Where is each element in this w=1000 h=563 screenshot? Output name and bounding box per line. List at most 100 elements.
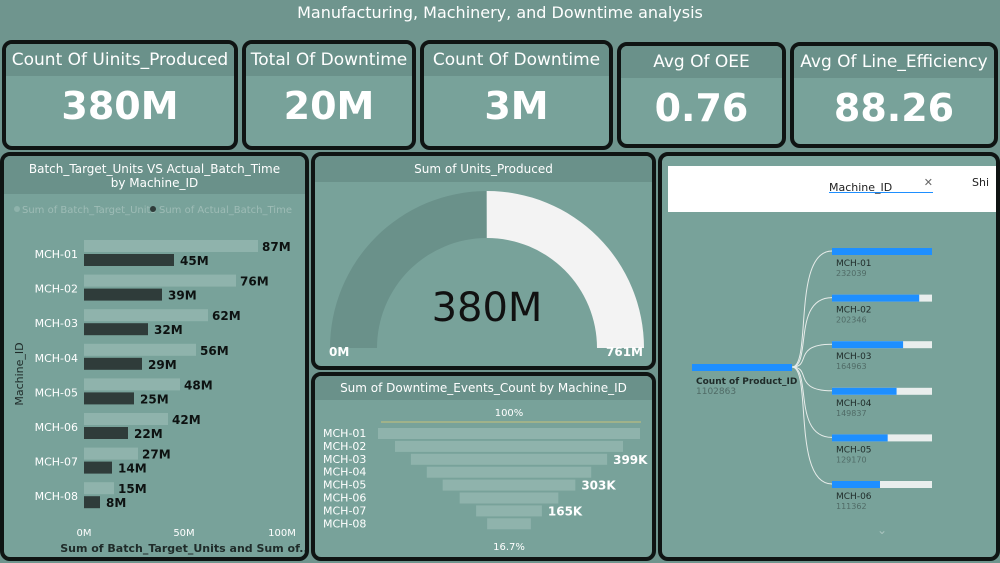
funnel-panel[interactable]: Sum of Downtime_Events_Count by Machine_… bbox=[311, 372, 656, 561]
decomposition-tree-panel[interactable]: Machine_ID ✕ Shi Count of Product_ID 1102… bbox=[658, 152, 1000, 561]
decomp-node-label: MCH-05 bbox=[836, 445, 872, 455]
funnel-data-label: 303K bbox=[581, 479, 616, 493]
bar-target[interactable] bbox=[84, 240, 258, 252]
bar-target-label: 87M bbox=[262, 240, 291, 254]
bar-chart-title: Batch_Target_Units VS Actual_Batch_Time … bbox=[4, 156, 305, 194]
kpi-value: 20M bbox=[283, 84, 375, 128]
funnel-bar[interactable] bbox=[476, 505, 542, 517]
page-title: Manufacturing, Machinery, and Downtime a… bbox=[297, 3, 703, 22]
kpi-card-units-produced[interactable]: Count Of Uinits_Produced 380M bbox=[2, 40, 238, 150]
funnel-category-label: MCH-03 bbox=[323, 453, 366, 466]
decomp-node-value: 232039 bbox=[836, 269, 867, 278]
kpi-label: Avg Of OEE bbox=[621, 46, 782, 78]
bar-target[interactable] bbox=[84, 309, 208, 322]
funnel-bottom-percent: 16.7% bbox=[493, 542, 525, 553]
bar-target[interactable] bbox=[84, 274, 236, 287]
decomp-node-value: 202346 bbox=[836, 316, 867, 325]
category-label: MCH-06 bbox=[35, 421, 78, 434]
bar-target-label: 42M bbox=[172, 413, 201, 427]
gauge-min-label: 0M bbox=[329, 345, 349, 359]
kpi-card-avg-line-efficiency[interactable]: Avg Of Line_Efficiency 88.26 bbox=[790, 42, 998, 148]
y-axis-label: Machine_ID bbox=[13, 342, 26, 405]
bar-actual[interactable] bbox=[84, 392, 134, 405]
gauge-panel[interactable]: Sum of Units_Produced 380M 0M 761M bbox=[311, 152, 656, 370]
funnel-category-label: MCH-05 bbox=[323, 479, 366, 492]
bar-target[interactable] bbox=[84, 482, 114, 495]
decomp-node-label: MCH-03 bbox=[836, 352, 872, 362]
kpi-card-total-downtime[interactable]: Total Of Downtime 20M bbox=[242, 40, 416, 150]
funnel-category-label: MCH-04 bbox=[323, 466, 366, 479]
bar-actual[interactable] bbox=[84, 254, 174, 266]
bar-actual[interactable] bbox=[84, 357, 142, 370]
decomp-tab-machine-id[interactable]: Machine_ID ✕ bbox=[829, 176, 933, 194]
funnel-bar[interactable] bbox=[378, 428, 640, 439]
kpi-label: Count Of Downtime bbox=[424, 44, 609, 76]
funnel-data-label: 165K bbox=[548, 504, 583, 518]
bar-target-label: 27M bbox=[142, 448, 171, 462]
gauge-value: 380M bbox=[432, 285, 543, 331]
category-label: MCH-04 bbox=[35, 352, 78, 365]
close-icon[interactable]: ✕ bbox=[923, 176, 933, 189]
funnel-category-label: MCH-01 bbox=[323, 427, 366, 440]
x-tick-label: 100M bbox=[268, 528, 296, 539]
kpi-card-count-downtime[interactable]: Count Of Downtime 3M bbox=[420, 40, 613, 150]
kpi-card-avg-oee[interactable]: Avg Of OEE 0.76 bbox=[617, 42, 786, 148]
decomp-node-bar[interactable] bbox=[832, 248, 932, 255]
funnel-bar[interactable] bbox=[459, 492, 559, 504]
gauge-max-label: 761M bbox=[606, 345, 643, 359]
category-label: MCH-03 bbox=[35, 317, 78, 330]
gauge-title: Sum of Units_Produced bbox=[315, 156, 652, 182]
bar-target[interactable] bbox=[84, 343, 196, 356]
funnel-bar[interactable] bbox=[487, 518, 531, 530]
kpi-value: 3M bbox=[484, 84, 549, 128]
decomp-tab-shift[interactable]: Shi bbox=[972, 176, 990, 189]
decomp-node-label: MCH-01 bbox=[836, 259, 872, 269]
funnel-category-label: MCH-06 bbox=[323, 492, 366, 505]
bar-actual[interactable] bbox=[84, 323, 148, 336]
bar-actual[interactable] bbox=[84, 461, 112, 474]
decomp-node-value: 149837 bbox=[836, 409, 867, 418]
bar-chart-panel[interactable]: Batch_Target_Units VS Actual_Batch_Time … bbox=[0, 152, 309, 561]
decomp-node-bar[interactable] bbox=[832, 481, 880, 488]
decomp-node-track[interactable] bbox=[832, 481, 932, 488]
decomp-connector bbox=[791, 250, 833, 368]
decomp-node-bar[interactable] bbox=[832, 294, 920, 302]
kpi-label: Total Of Downtime bbox=[246, 44, 412, 76]
bar-target[interactable] bbox=[84, 413, 168, 425]
decomp-connector bbox=[791, 297, 833, 368]
decomp-header bbox=[668, 166, 996, 212]
funnel-top-percent: 100% bbox=[495, 408, 524, 419]
bar-target[interactable] bbox=[84, 378, 180, 391]
decomp-node-bar[interactable] bbox=[832, 434, 888, 442]
legend-marker-actual bbox=[150, 206, 156, 212]
funnel-bar[interactable] bbox=[442, 479, 576, 491]
bar-target-label: 76M bbox=[240, 275, 269, 289]
decomp-root-bar[interactable] bbox=[692, 364, 792, 371]
decomp-connector bbox=[791, 366, 833, 392]
decomp-node-bar[interactable] bbox=[832, 387, 897, 395]
decomp-connector bbox=[791, 366, 833, 485]
kpi-label: Avg Of Line_Efficiency bbox=[794, 46, 994, 78]
x-axis-label: Sum of Batch_Target_Units and Sum of... bbox=[60, 542, 305, 555]
x-tick-label: 50M bbox=[173, 528, 194, 539]
funnel-bar[interactable] bbox=[394, 440, 624, 452]
decomp-tab-label: Machine_ID bbox=[829, 181, 893, 194]
bar-actual[interactable] bbox=[84, 427, 128, 439]
bar-legend[interactable]: Sum of Batch_Target_Units Sum of Actual_… bbox=[14, 205, 292, 216]
bar-actual-label: 32M bbox=[154, 323, 183, 337]
bar-target-label: 56M bbox=[200, 344, 229, 358]
bar-actual[interactable] bbox=[84, 288, 162, 301]
decomp-node-bar[interactable] bbox=[832, 341, 904, 349]
bar-target[interactable] bbox=[84, 447, 138, 460]
decomp-node-value: 129170 bbox=[836, 455, 867, 464]
bar-actual[interactable] bbox=[84, 496, 100, 509]
category-label: MCH-07 bbox=[35, 456, 78, 469]
gauge-fill bbox=[486, 191, 644, 348]
funnel-bar[interactable] bbox=[426, 466, 592, 478]
chevron-down-icon[interactable]: ⌄ bbox=[877, 523, 887, 537]
funnel-bar[interactable] bbox=[410, 453, 608, 465]
kpi-value: 88.26 bbox=[833, 86, 955, 130]
bar-target-label: 62M bbox=[212, 309, 241, 323]
bar-target-label: 48M bbox=[184, 378, 213, 392]
